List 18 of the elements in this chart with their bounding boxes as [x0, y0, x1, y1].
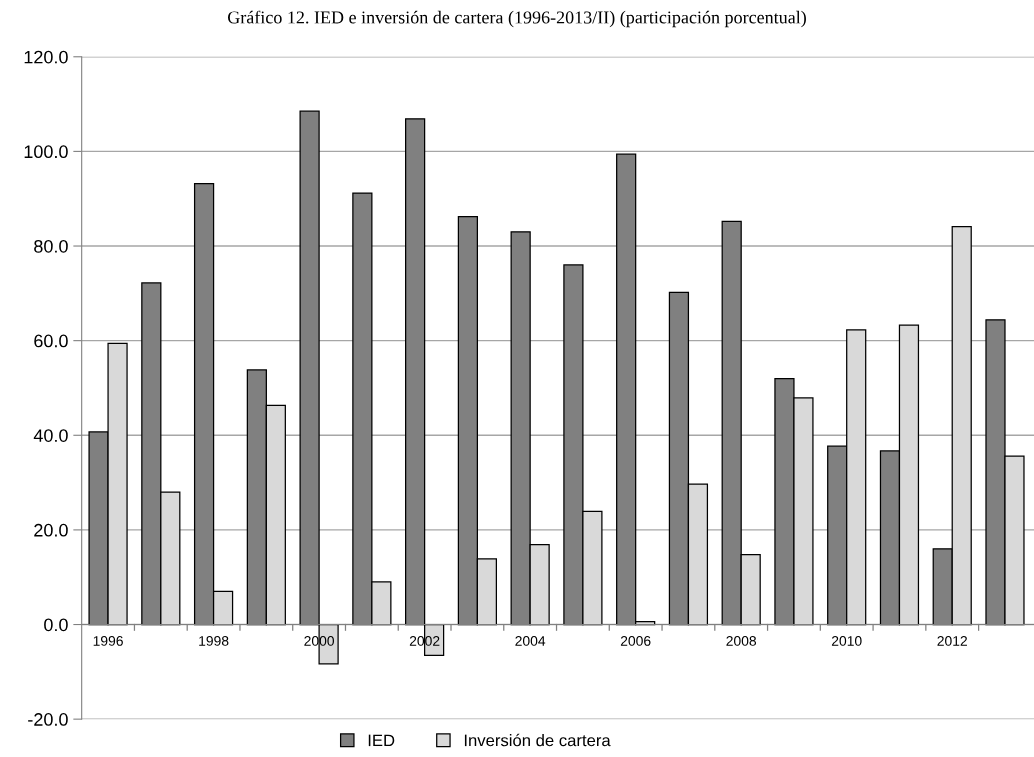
x-tick-label: 1996 [93, 636, 123, 646]
legend-label: Inversión de cartera [464, 733, 611, 747]
y-tick-label: -20.0 [28, 713, 68, 726]
legend-label: IED [368, 734, 395, 747]
x-tick-label: 1998 [199, 636, 229, 646]
y-tick-label: 20.0 [34, 523, 68, 537]
x-tick-label: 2008 [726, 636, 757, 646]
x-tick-label: 2004 [515, 636, 546, 646]
chart-title: Gráfico 12. IED e inversión de cartera (1996-2013/II) (participación porcentual) [227, 10, 806, 28]
x-tick-label: 2012 [937, 636, 967, 646]
y-tick-label: 0.0 [44, 618, 68, 632]
x-tick-label: 2006 [620, 636, 651, 646]
y-tick-label: 40.0 [33, 429, 68, 442]
y-tick-label: 120.0 [24, 50, 68, 64]
y-tick-label: 60.0 [34, 334, 68, 348]
x-tick-label: 2010 [831, 636, 862, 646]
y-tick-label: 80.0 [34, 239, 68, 253]
y-tick-label: 100.0 [24, 145, 68, 159]
